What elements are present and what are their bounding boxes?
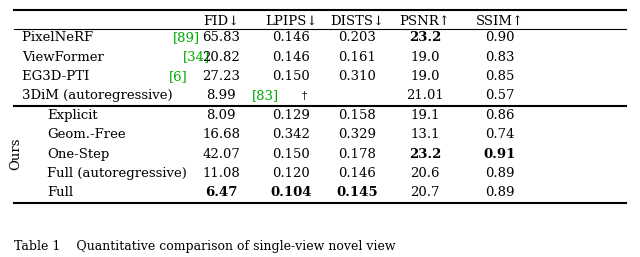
Text: Full: Full — [47, 186, 74, 199]
Text: PixelNeRF: PixelNeRF — [22, 31, 98, 44]
Text: 21.01: 21.01 — [406, 89, 444, 102]
Text: 0.158: 0.158 — [338, 109, 376, 122]
Text: LPIPS↓: LPIPS↓ — [265, 15, 317, 28]
Text: Table 1    Quantitative comparison of single-view novel view: Table 1 Quantitative comparison of singl… — [14, 240, 396, 253]
Text: 0.85: 0.85 — [485, 70, 515, 83]
Text: 20.6: 20.6 — [410, 167, 440, 180]
Text: SSIM↑: SSIM↑ — [476, 15, 524, 28]
Text: 3DiM (autoregressive): 3DiM (autoregressive) — [22, 89, 177, 102]
Text: 0.203: 0.203 — [338, 31, 376, 44]
Text: [6]: [6] — [169, 70, 188, 83]
Text: 0.146: 0.146 — [338, 167, 376, 180]
Text: 19.0: 19.0 — [410, 51, 440, 63]
Text: 11.08: 11.08 — [202, 167, 240, 180]
Text: 0.91: 0.91 — [483, 148, 516, 161]
Text: 0.145: 0.145 — [336, 186, 378, 199]
Text: 0.146: 0.146 — [273, 51, 310, 63]
Text: ViewFormer: ViewFormer — [22, 51, 109, 63]
Text: 8.09: 8.09 — [207, 109, 236, 122]
Text: 0.120: 0.120 — [273, 167, 310, 180]
Text: 0.83: 0.83 — [485, 51, 515, 63]
Text: 23.2: 23.2 — [409, 148, 442, 161]
Text: 0.74: 0.74 — [485, 128, 515, 141]
Text: 0.150: 0.150 — [273, 70, 310, 83]
Text: 27.23: 27.23 — [202, 70, 240, 83]
Text: 0.89: 0.89 — [485, 167, 515, 180]
Text: 16.68: 16.68 — [202, 128, 240, 141]
Text: Full (autoregressive): Full (autoregressive) — [47, 167, 187, 180]
Text: 0.161: 0.161 — [338, 51, 376, 63]
Text: 0.90: 0.90 — [485, 31, 515, 44]
Text: PSNR↑: PSNR↑ — [400, 15, 451, 28]
Text: 0.146: 0.146 — [273, 31, 310, 44]
Text: 0.150: 0.150 — [273, 148, 310, 161]
Text: 0.329: 0.329 — [338, 128, 376, 141]
Text: 0.129: 0.129 — [273, 109, 310, 122]
Text: [89]: [89] — [172, 31, 200, 44]
Text: [34]: [34] — [183, 51, 210, 63]
Text: 6.47: 6.47 — [205, 186, 237, 199]
Text: One-Step: One-Step — [47, 148, 109, 161]
Text: 42.07: 42.07 — [202, 148, 240, 161]
Text: 0.342: 0.342 — [273, 128, 310, 141]
Text: 19.0: 19.0 — [410, 70, 440, 83]
Text: †: † — [302, 91, 307, 101]
Text: 19.1: 19.1 — [410, 109, 440, 122]
Text: 20.7: 20.7 — [410, 186, 440, 199]
Text: 23.2: 23.2 — [409, 31, 442, 44]
Text: 0.310: 0.310 — [338, 70, 376, 83]
Text: DISTS↓: DISTS↓ — [330, 15, 384, 28]
Text: Geom.-Free: Geom.-Free — [47, 128, 126, 141]
Text: 13.1: 13.1 — [410, 128, 440, 141]
Text: 20.82: 20.82 — [202, 51, 240, 63]
Text: 0.89: 0.89 — [485, 186, 515, 199]
Text: 0.104: 0.104 — [271, 186, 312, 199]
Text: [83]: [83] — [252, 89, 278, 102]
Text: EG3D-PTI: EG3D-PTI — [22, 70, 94, 83]
Text: 0.57: 0.57 — [485, 89, 515, 102]
Text: 0.178: 0.178 — [338, 148, 376, 161]
Text: 65.83: 65.83 — [202, 31, 240, 44]
Text: 8.99: 8.99 — [207, 89, 236, 102]
Text: Explicit: Explicit — [47, 109, 98, 122]
Text: 0.86: 0.86 — [485, 109, 515, 122]
Text: Ours: Ours — [9, 138, 22, 170]
Text: FID↓: FID↓ — [203, 15, 239, 28]
